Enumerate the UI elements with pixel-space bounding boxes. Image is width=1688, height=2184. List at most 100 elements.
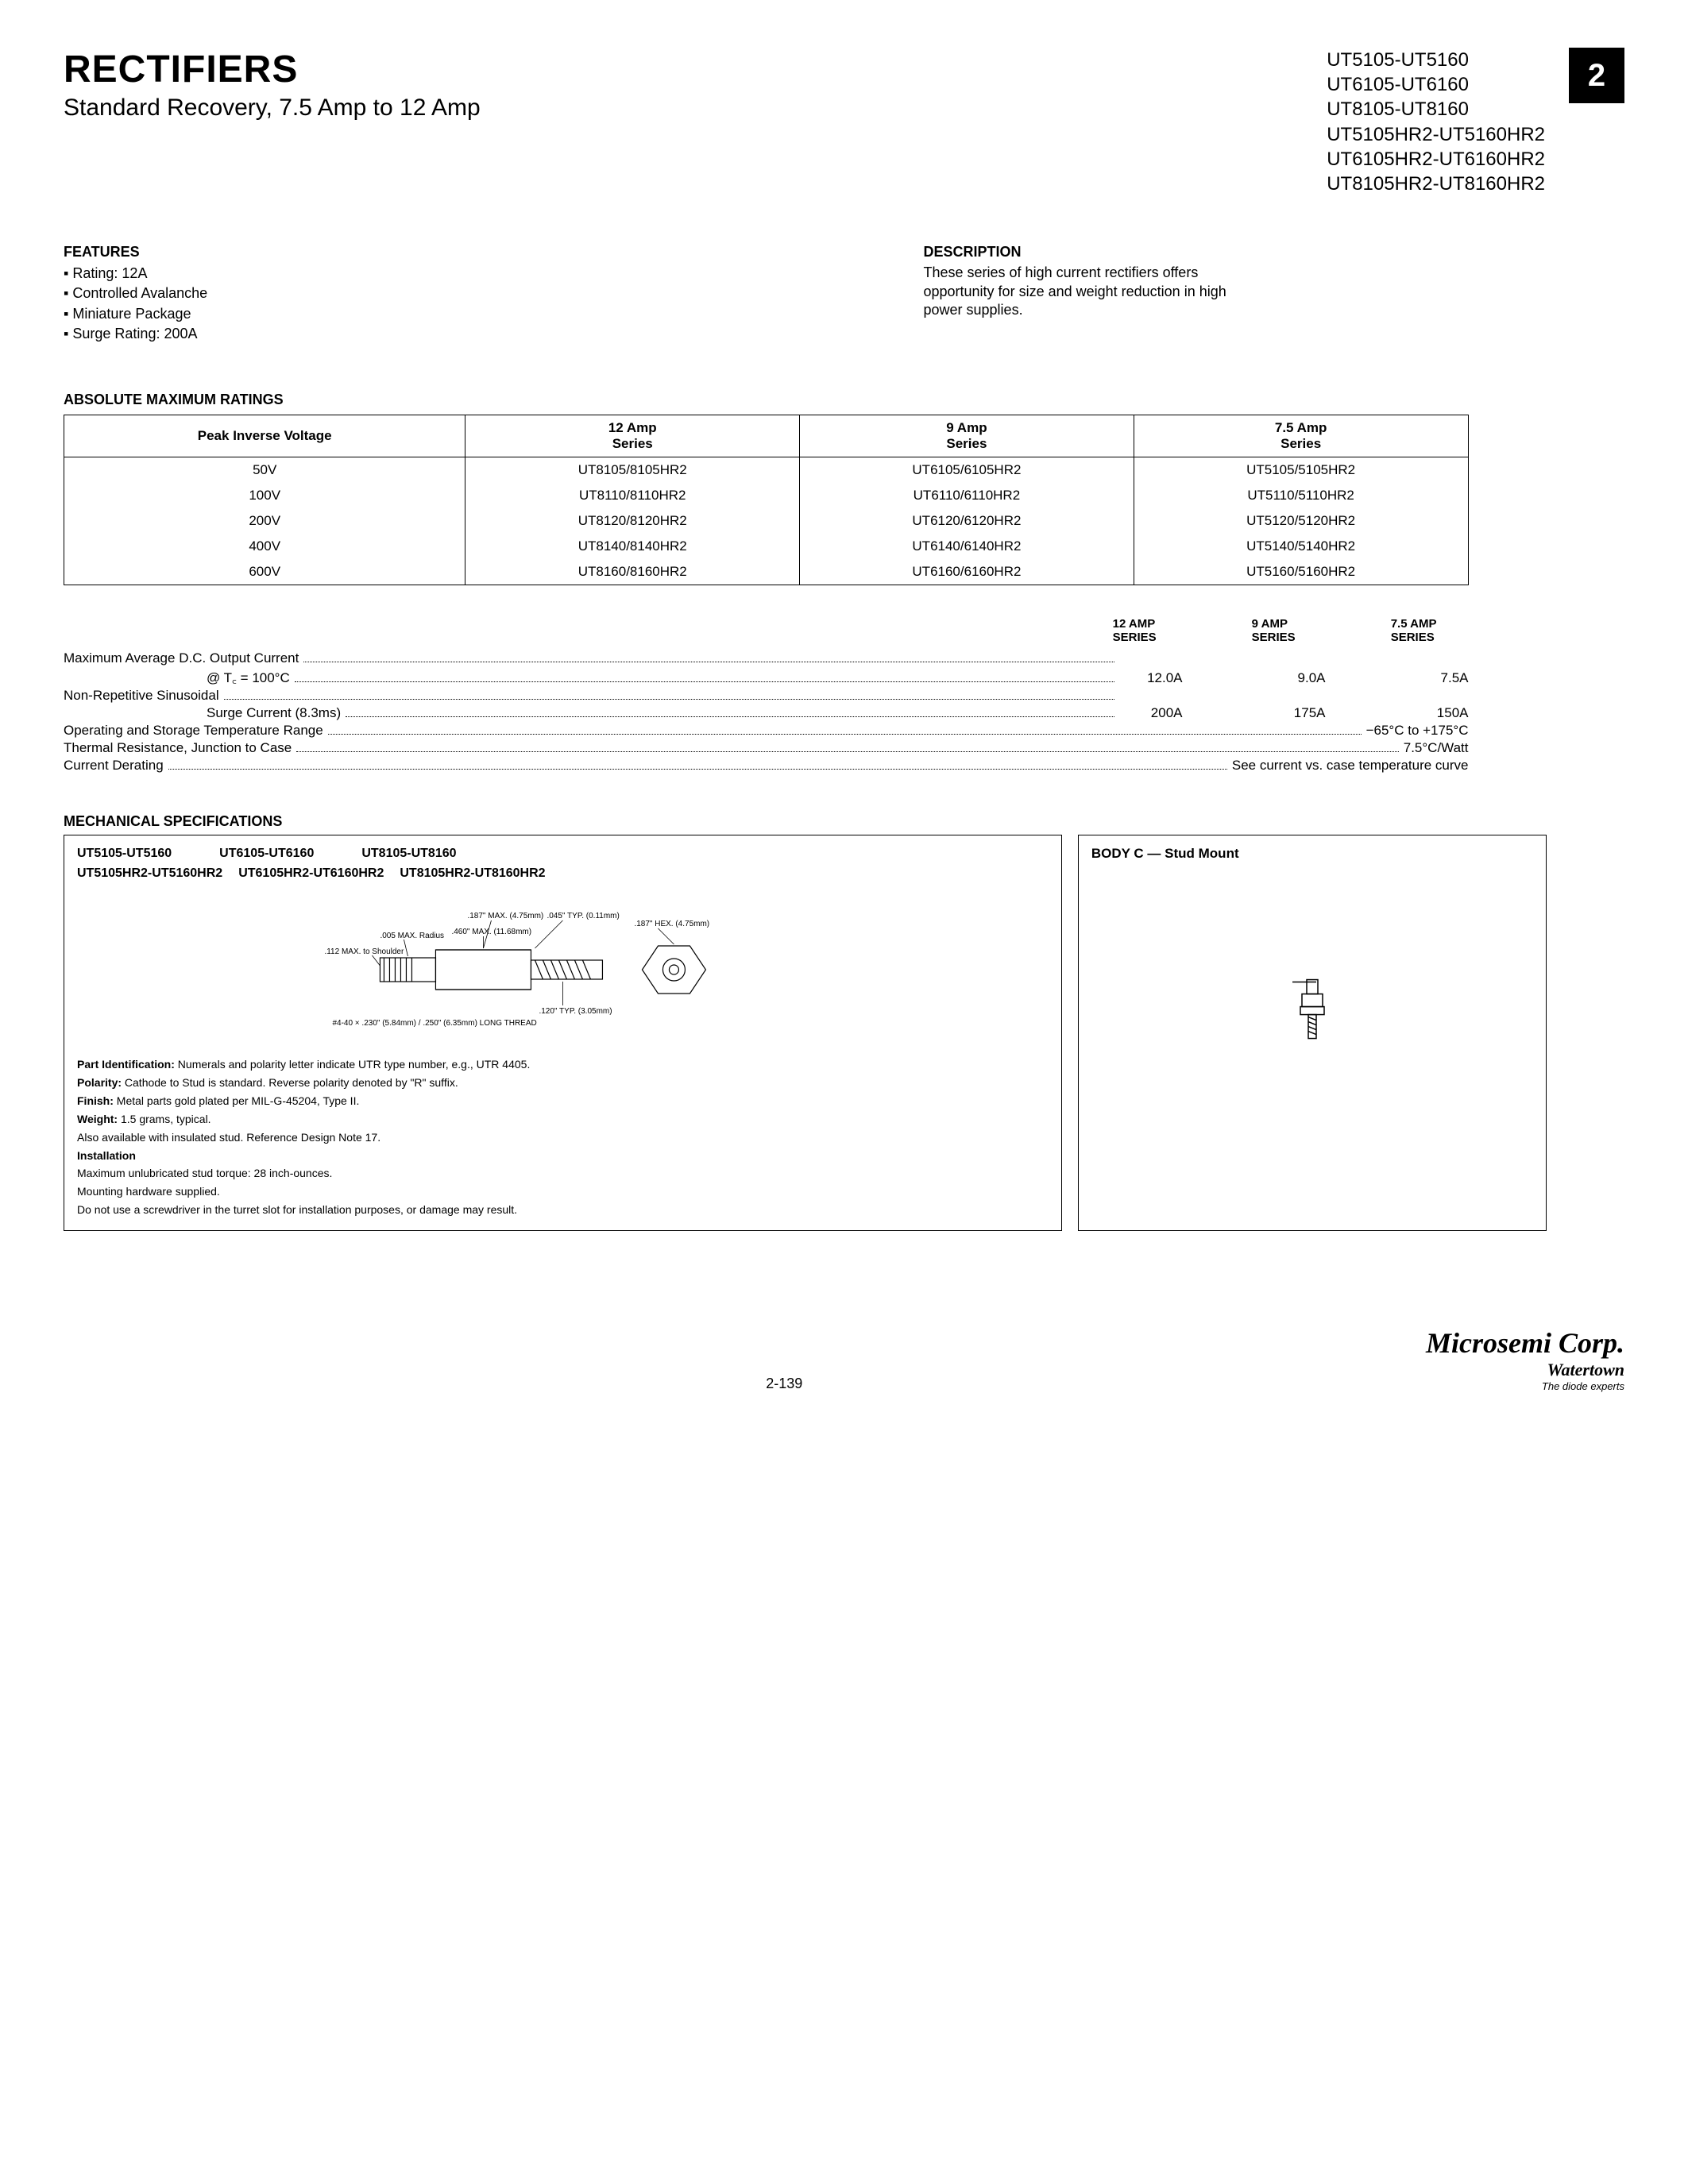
specs-col-header: 9 AMP SERIES bbox=[1252, 617, 1296, 644]
ratings-cell: UT5110/5110HR2 bbox=[1134, 483, 1468, 508]
spec-label: Operating and Storage Temperature Range bbox=[64, 723, 323, 739]
spec-line: @ T꜀ = 100°C12.0A9.0A7.5A bbox=[64, 668, 1469, 686]
specs-col-header: 12 AMP SERIES bbox=[1113, 617, 1157, 644]
description-text: These series of high current rectifiers … bbox=[924, 264, 1257, 319]
ratings-cell: 50V bbox=[64, 457, 465, 483]
page-subtitle: Standard Recovery, 7.5 Amp to 12 Amp bbox=[64, 95, 481, 122]
mechanical-row: UT5105-UT5160 UT6105-UT6160 UT8105-UT816… bbox=[64, 835, 1547, 1231]
mech-note: Weight: 1.5 grams, typical. bbox=[77, 1112, 1049, 1127]
svg-text:#4-40 × .230" (5.84mm) / .250": #4-40 × .230" (5.84mm) / .250" (6.35mm) … bbox=[332, 1019, 536, 1028]
ratings-row: 200VUT8120/8120HR2UT6120/6120HR2UT5120/5… bbox=[64, 508, 1469, 534]
spec-label: Maximum Average D.C. Output Current bbox=[64, 650, 299, 666]
part-line: UT6105-UT6160 bbox=[1327, 72, 1545, 97]
ratings-cell: UT6160/6160HR2 bbox=[800, 559, 1134, 585]
company-logo: Microsemi Corp. Watertown The diode expe… bbox=[1426, 1326, 1624, 1392]
ratings-cell: UT6110/6110HR2 bbox=[800, 483, 1134, 508]
spec-label: Surge Current (8.3ms) bbox=[64, 705, 341, 721]
part-line: UT8105-UT8160 bbox=[1327, 97, 1545, 122]
ratings-cell: UT5140/5140HR2 bbox=[1134, 534, 1468, 559]
spec-values: 7.5°C/Watt bbox=[1404, 740, 1469, 756]
stud-mount-icon bbox=[1292, 975, 1332, 1051]
spec-values: See current vs. case temperature curve bbox=[1232, 758, 1469, 774]
feature-item: Surge Rating: 200A bbox=[64, 324, 765, 344]
ratings-table: Peak Inverse Voltage 12 Amp Series 9 Amp… bbox=[64, 415, 1469, 585]
svg-text:.120" TYP. (3.05mm): .120" TYP. (3.05mm) bbox=[539, 1007, 612, 1016]
part-number-list: UT5105-UT5160 UT6105-UT6160 UT8105-UT816… bbox=[1327, 48, 1545, 196]
ratings-cell: UT5120/5120HR2 bbox=[1134, 508, 1468, 534]
mech-note: Finish: Metal parts gold plated per MIL-… bbox=[77, 1094, 1049, 1109]
company-location: Watertown bbox=[1426, 1360, 1624, 1380]
body-c-title: BODY C — Stud Mount bbox=[1091, 845, 1533, 863]
ratings-row: 100VUT8110/8110HR2UT6110/6110HR2UT5110/5… bbox=[64, 483, 1469, 508]
ratings-col-header: 12 Amp Series bbox=[465, 415, 800, 457]
ratings-cell: UT6105/6105HR2 bbox=[800, 457, 1134, 483]
svg-text:.460" MAX. (11.68mm): .460" MAX. (11.68mm) bbox=[451, 928, 531, 936]
ratings-cell: 200V bbox=[64, 508, 465, 534]
spec-value: 175A bbox=[1262, 705, 1326, 721]
ratings-cell: 100V bbox=[64, 483, 465, 508]
mech-header-bottom: UT5105HR2-UT5160HR2 UT6105HR2-UT6160HR2 … bbox=[77, 865, 1049, 882]
spec-dots bbox=[296, 751, 1399, 752]
ratings-cell: UT6140/6140HR2 bbox=[800, 534, 1134, 559]
ratings-col-header: Peak Inverse Voltage bbox=[64, 415, 465, 457]
mech-note: Also available with insulated stud. Refe… bbox=[77, 1130, 1049, 1145]
spec-line: Surge Current (8.3ms)200A175A150A bbox=[64, 705, 1469, 721]
ratings-cell: UT8160/8160HR2 bbox=[465, 559, 800, 585]
ratings-row: 50VUT8105/8105HR2UT6105/6105HR2UT5105/51… bbox=[64, 457, 1469, 483]
company-tagline: The diode experts bbox=[1426, 1380, 1624, 1392]
feature-item: Rating: 12A bbox=[64, 264, 765, 284]
mech-part-range: UT5105-UT5160 bbox=[77, 845, 172, 862]
part-line: UT5105-UT5160 bbox=[1327, 48, 1545, 72]
spec-dots bbox=[224, 698, 1114, 700]
ratings-cell: UT8120/8120HR2 bbox=[465, 508, 800, 534]
part-line: UT5105HR2-UT5160HR2 bbox=[1327, 122, 1545, 147]
svg-text:.187" HEX. (4.75mm): .187" HEX. (4.75mm) bbox=[634, 920, 709, 928]
spec-line: Non-Repetitive Sinusoidal bbox=[64, 688, 1469, 704]
feature-item: Miniature Package bbox=[64, 304, 765, 324]
mechanical-title: MECHANICAL SPECIFICATIONS bbox=[64, 813, 1624, 830]
body-c-box: BODY C — Stud Mount bbox=[1078, 835, 1547, 1231]
section-badge: 2 bbox=[1569, 48, 1624, 103]
page-header: RECTIFIERS Standard Recovery, 7.5 Amp to… bbox=[64, 48, 1624, 196]
ratings-col-header: 9 Amp Series bbox=[800, 415, 1134, 457]
spec-line: Current DeratingSee current vs. case tem… bbox=[64, 758, 1469, 774]
spec-dots bbox=[303, 661, 1114, 662]
page-footer: 2-139 Microsemi Corp. Watertown The diod… bbox=[64, 1326, 1624, 1392]
mech-part-range: UT8105-UT8160 bbox=[361, 845, 456, 862]
spec-label: Non-Repetitive Sinusoidal bbox=[64, 688, 219, 704]
mech-note: Maximum unlubricated stud torque: 28 inc… bbox=[77, 1166, 1049, 1181]
mech-note: Mounting hardware supplied. bbox=[77, 1184, 1049, 1199]
ratings-cell: UT6120/6120HR2 bbox=[800, 508, 1134, 534]
svg-text:.112 MAX. to Shoulder: .112 MAX. to Shoulder bbox=[324, 947, 404, 956]
ratings-cell: UT5105/5105HR2 bbox=[1134, 457, 1468, 483]
spec-line: Maximum Average D.C. Output Current bbox=[64, 650, 1469, 666]
page-title: RECTIFIERS bbox=[64, 48, 481, 91]
title-block: RECTIFIERS Standard Recovery, 7.5 Amp to… bbox=[64, 48, 481, 122]
mech-header-top: UT5105-UT5160 UT6105-UT6160 UT8105-UT816… bbox=[77, 845, 1049, 862]
part-line: UT8105HR2-UT8160HR2 bbox=[1327, 172, 1545, 196]
features-title: FEATURES bbox=[64, 244, 765, 260]
part-line: UT6105HR2-UT6160HR2 bbox=[1327, 147, 1545, 172]
mech-part-range: UT6105HR2-UT6160HR2 bbox=[238, 865, 384, 882]
component-drawing: .187" MAX. (4.75mm) .045" TYP. (0.11mm) … bbox=[77, 898, 1049, 1041]
description-block: DESCRIPTION These series of high current… bbox=[924, 244, 1625, 344]
ratings-row: 400VUT8140/8140HR2UT6140/6140HR2UT5140/5… bbox=[64, 534, 1469, 559]
features-block: FEATURES Rating: 12A Controlled Avalanch… bbox=[64, 244, 765, 344]
svg-text:.045" TYP. (0.11mm): .045" TYP. (0.11mm) bbox=[547, 912, 619, 920]
description-title: DESCRIPTION bbox=[924, 244, 1625, 260]
ratings-cell: 400V bbox=[64, 534, 465, 559]
mech-part-range: UT8105HR2-UT8160HR2 bbox=[400, 865, 545, 882]
ratings-cell: 600V bbox=[64, 559, 465, 585]
ratings-cell: UT8110/8110HR2 bbox=[465, 483, 800, 508]
mech-part-range: UT6105-UT6160 bbox=[219, 845, 314, 862]
spec-line: Thermal Resistance, Junction to Case 7.5°… bbox=[64, 740, 1469, 756]
spec-dots bbox=[328, 733, 1362, 735]
ratings-col-header: 7.5 Amp Series bbox=[1134, 415, 1468, 457]
spec-value: 9.0A bbox=[1262, 670, 1326, 686]
mech-note: Polarity: Cathode to Stud is standard. R… bbox=[77, 1075, 1049, 1090]
mech-note: Part Identification: Numerals and polari… bbox=[77, 1057, 1049, 1072]
mechanical-notes: Part Identification: Numerals and polari… bbox=[77, 1057, 1049, 1217]
spec-label: Thermal Resistance, Junction to Case bbox=[64, 740, 292, 756]
spec-dots bbox=[295, 681, 1114, 682]
part-number-block: UT5105-UT5160 UT6105-UT6160 UT8105-UT816… bbox=[1327, 48, 1624, 196]
